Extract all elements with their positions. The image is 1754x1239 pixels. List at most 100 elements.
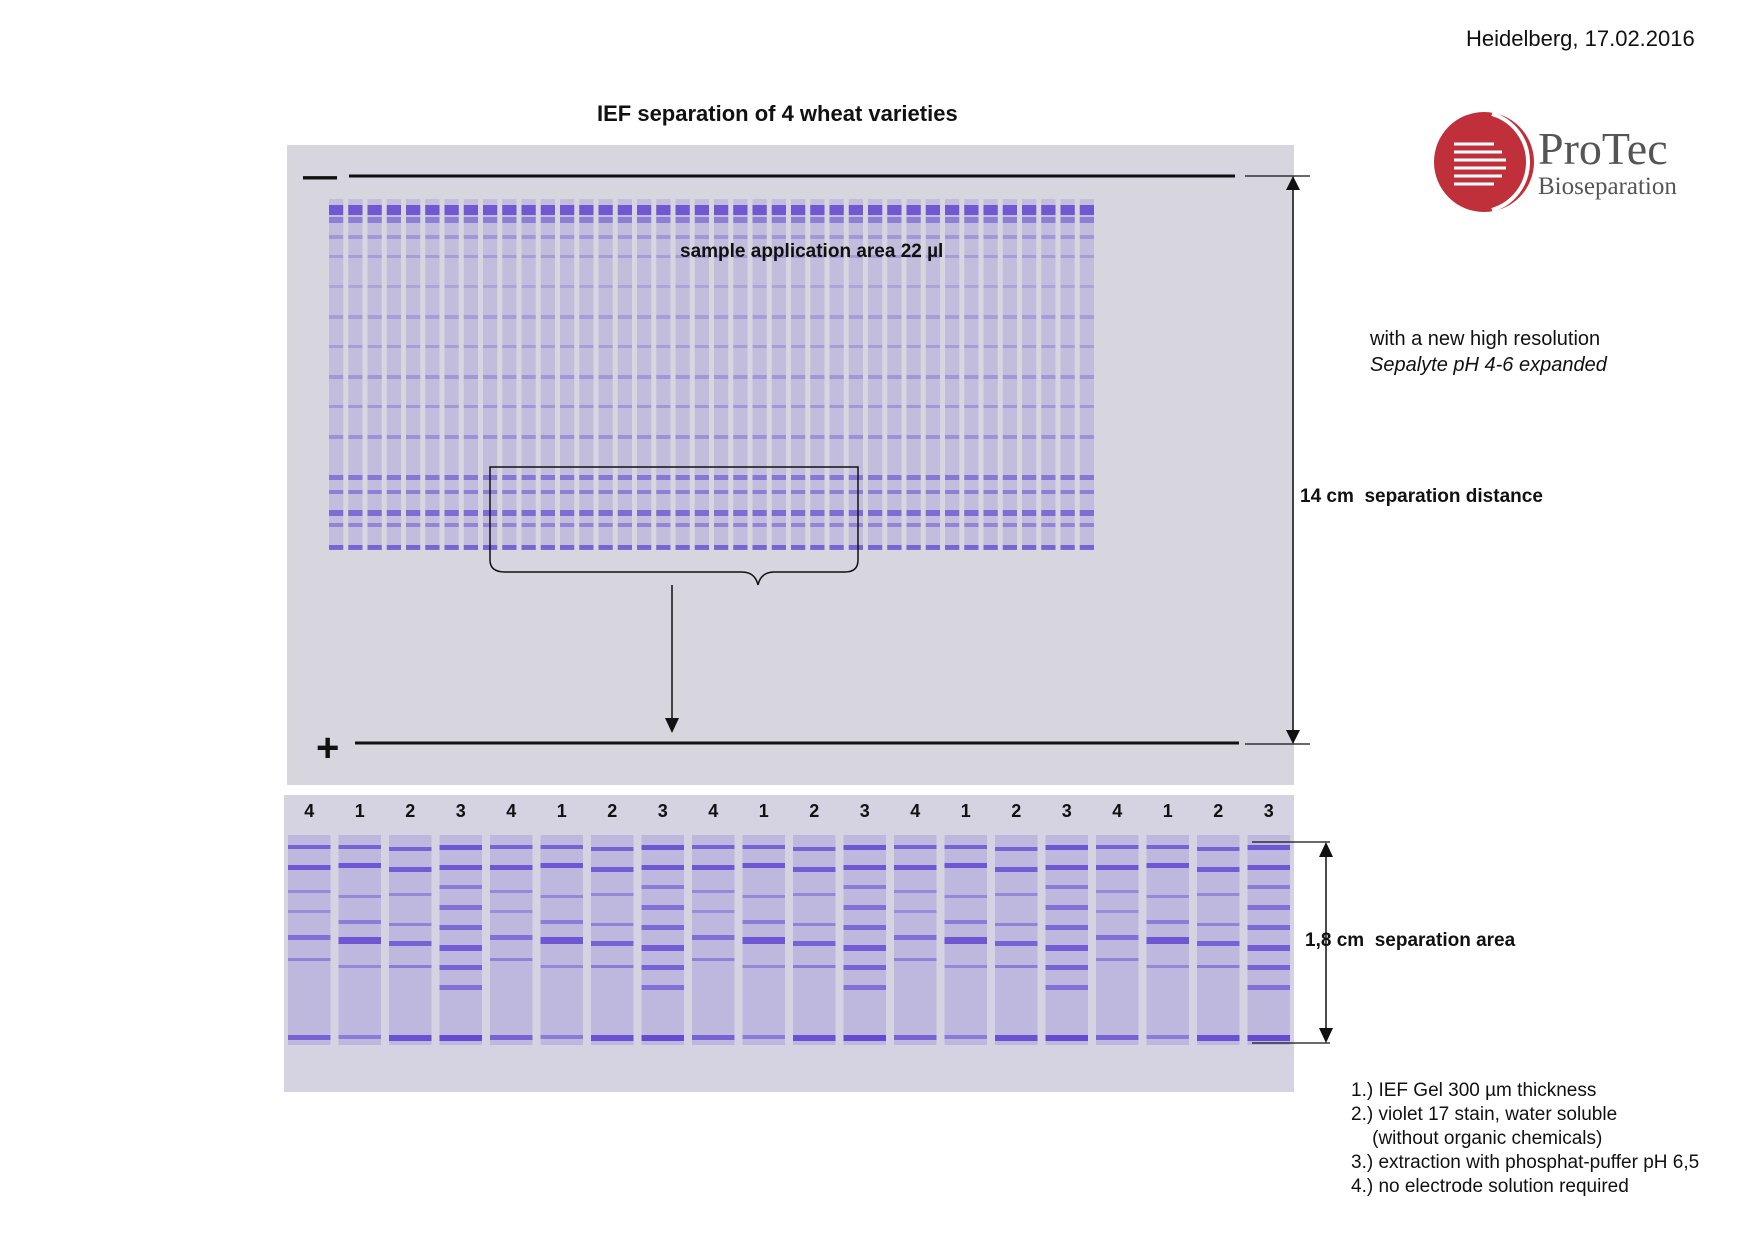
gel-band	[598, 375, 613, 379]
gel-band	[733, 375, 748, 379]
gel-band	[733, 315, 748, 319]
gel-band	[675, 235, 690, 239]
gel-band	[694, 475, 709, 480]
gel-band	[444, 510, 459, 516]
gel-band	[694, 510, 709, 516]
detail-band	[1146, 845, 1189, 849]
detail-band	[1045, 945, 1088, 951]
detail-band	[490, 890, 533, 893]
detail-band	[843, 965, 886, 970]
detail-band	[1197, 893, 1240, 896]
gel-band	[1079, 475, 1094, 480]
gel-band	[848, 217, 863, 223]
gel-band	[637, 235, 652, 239]
gel-band	[367, 475, 382, 480]
gel-band	[1022, 375, 1037, 379]
gel-band	[733, 235, 748, 239]
gel-band	[444, 475, 459, 480]
detail-band	[591, 847, 634, 851]
gel-band	[964, 545, 979, 550]
gel-band	[598, 490, 613, 494]
gel-band	[367, 205, 382, 215]
gel-band	[752, 235, 767, 239]
gel-band	[463, 315, 478, 319]
gel-band	[868, 205, 883, 215]
gel-band	[1022, 405, 1037, 408]
gel-band	[791, 475, 806, 480]
gel-band	[1060, 255, 1075, 258]
detail-band	[288, 865, 331, 870]
gel-band	[637, 435, 652, 439]
gel-band	[887, 510, 902, 516]
gel-band	[675, 435, 690, 439]
gel-band	[829, 510, 844, 516]
gel-band	[964, 217, 979, 223]
gel-band	[810, 315, 825, 319]
detail-band	[1096, 935, 1139, 940]
detail-band	[843, 865, 886, 870]
gel-band	[733, 545, 748, 550]
gel-band	[656, 510, 671, 516]
gel-band	[367, 490, 382, 494]
gel-band	[463, 217, 478, 223]
gel-band	[598, 255, 613, 258]
gel-band	[598, 315, 613, 319]
lane-label: 1	[355, 801, 365, 821]
gel-band	[964, 475, 979, 480]
gel-band	[675, 255, 690, 258]
lane-label: 1	[961, 801, 971, 821]
gel-band	[733, 255, 748, 258]
detail-band	[641, 1035, 684, 1041]
gel-band	[617, 285, 632, 288]
gel-band	[656, 205, 671, 215]
detail-band	[389, 893, 432, 896]
gel-band	[521, 255, 536, 258]
gel-band	[444, 523, 459, 527]
gel-band	[945, 405, 960, 408]
gel-band	[1060, 205, 1075, 215]
gel-band	[1041, 490, 1056, 494]
detail-band	[641, 865, 684, 870]
gel-lane	[463, 199, 478, 549]
gel-lane	[810, 199, 825, 549]
detail-band	[490, 1035, 533, 1040]
gel-band	[444, 375, 459, 379]
gel-band	[463, 285, 478, 288]
lane-label: 1	[759, 801, 769, 821]
detail-band	[338, 965, 381, 968]
gel-lane	[675, 199, 690, 549]
gel-band	[348, 523, 363, 527]
detail-band	[641, 965, 684, 970]
gel-band	[1022, 475, 1037, 480]
gel-band	[925, 255, 940, 258]
detail-band	[1045, 925, 1088, 930]
date-location: Heidelberg, 17.02.2016	[1466, 26, 1695, 51]
detail-gel-lanes	[288, 835, 1290, 1045]
gel-band	[579, 523, 594, 527]
gel-band	[386, 205, 401, 215]
lane-label: 4	[1112, 801, 1122, 821]
gel-band	[617, 435, 632, 439]
gel-band	[540, 217, 555, 223]
gel-band	[887, 475, 902, 480]
detail-band	[1197, 923, 1240, 926]
gel-lane	[425, 199, 440, 549]
gel-band	[386, 235, 401, 239]
detail-band	[944, 895, 987, 898]
gel-band	[444, 405, 459, 408]
detail-band	[439, 985, 482, 990]
gel-band	[887, 375, 902, 379]
gel-band	[502, 345, 517, 348]
detail-band	[742, 937, 785, 944]
gel-band	[637, 510, 652, 516]
gel-band	[502, 217, 517, 223]
gel-band	[810, 345, 825, 348]
gel-lane	[560, 199, 575, 549]
area-label: 1,8 cm separation area	[1305, 930, 1515, 952]
detail-band	[1045, 985, 1088, 990]
gel-band	[329, 205, 344, 215]
gel-band	[386, 490, 401, 494]
page-title: IEF separation of 4 wheat varieties	[597, 101, 958, 126]
description: with a new high resolution Sepalyte pH 4…	[1370, 326, 1607, 378]
gel-band	[810, 235, 825, 239]
